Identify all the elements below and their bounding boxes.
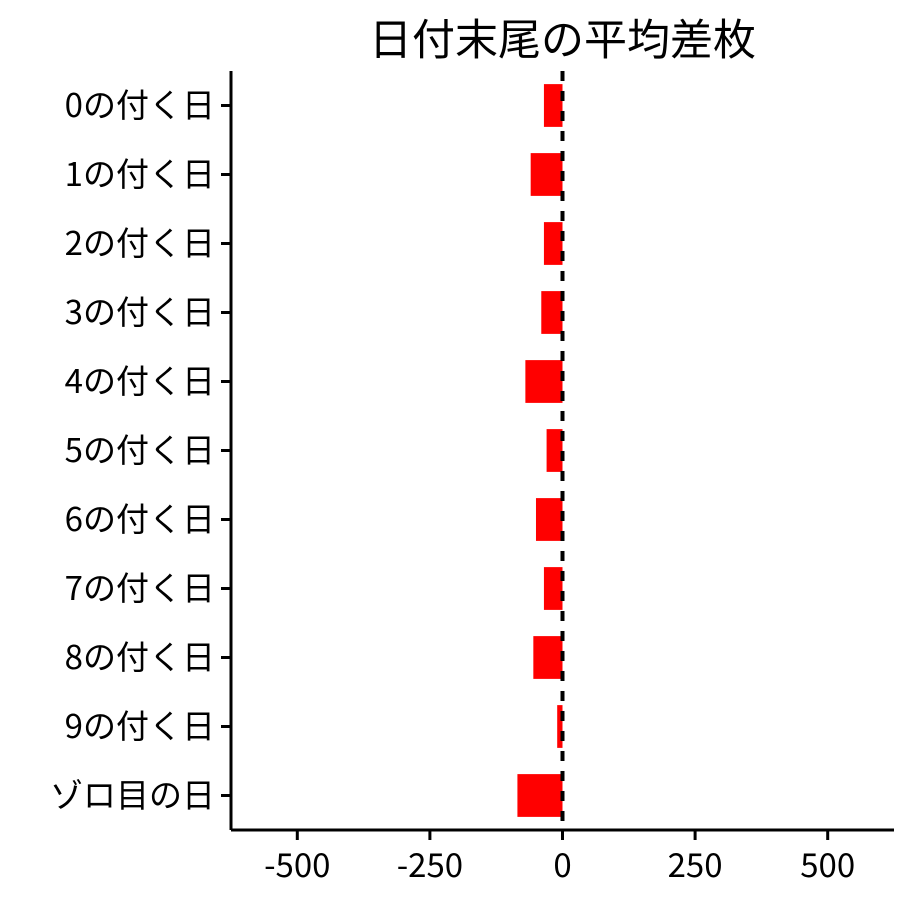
bar — [541, 291, 562, 334]
y-tick-label: 3の付く日 — [65, 286, 215, 334]
y-tick-label: 1の付く日 — [65, 148, 215, 196]
y-tick-label: 2の付く日 — [65, 217, 215, 265]
bar — [544, 222, 563, 265]
x-tick-label: 250 — [668, 839, 723, 887]
y-tick-label: ゾロ目の日 — [50, 769, 215, 817]
chart-title: 日付末尾の平均差枚 — [231, 6, 894, 68]
bar — [544, 84, 563, 127]
x-tick-label: 0 — [553, 839, 571, 887]
bar — [547, 429, 563, 472]
bar — [544, 567, 563, 610]
bar — [525, 360, 562, 403]
y-tick-label: 8の付く日 — [65, 631, 215, 679]
x-tick-label: -500 — [264, 839, 330, 887]
bar — [531, 153, 563, 196]
y-tick-label: 7の付く日 — [65, 562, 215, 610]
bar — [536, 498, 563, 541]
y-tick-label: 4の付く日 — [65, 355, 215, 403]
y-tick-label: 9の付く日 — [65, 700, 215, 748]
y-tick-label: 0の付く日 — [65, 79, 215, 127]
bar — [517, 774, 562, 817]
bar — [533, 636, 562, 679]
x-tick-label: -250 — [397, 839, 463, 887]
x-tick-label: 500 — [800, 839, 855, 887]
chart-container: 日付末尾の平均差枚 -500 -250 0 250 500 0の付く日 1の付く日 2の付く日… — [0, 0, 900, 900]
y-tick-label: 5の付く日 — [65, 424, 215, 472]
chart-svg: -500 -250 0 250 500 0の付く日 1の付く日 2の付く日 3の付く日 4の付く日… — [0, 0, 900, 900]
y-tick-label: 6の付く日 — [65, 493, 215, 541]
